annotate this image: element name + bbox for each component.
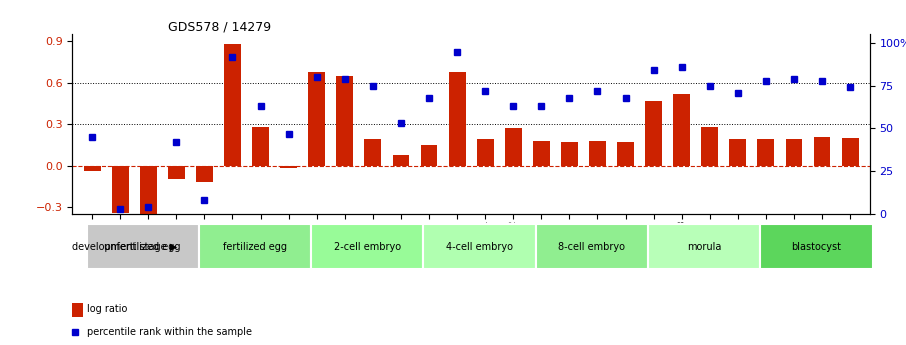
Bar: [617, 142, 634, 166]
FancyBboxPatch shape: [423, 224, 535, 269]
FancyBboxPatch shape: [198, 224, 311, 269]
Bar: [420, 145, 438, 166]
Bar: [645, 101, 662, 166]
FancyBboxPatch shape: [760, 224, 872, 269]
Text: 2-cell embryo: 2-cell embryo: [333, 242, 400, 252]
Bar: [280, 166, 297, 168]
Bar: [729, 139, 747, 166]
Text: development stage ▶: development stage ▶: [72, 242, 178, 252]
Bar: [814, 137, 831, 166]
Bar: [589, 141, 606, 166]
FancyBboxPatch shape: [648, 224, 760, 269]
Bar: [448, 72, 466, 166]
Bar: [140, 166, 157, 214]
Bar: [392, 155, 410, 166]
Bar: [786, 139, 803, 166]
Bar: [111, 166, 129, 213]
Bar: [336, 76, 353, 166]
Text: log ratio: log ratio: [87, 304, 127, 314]
Text: fertilized egg: fertilized egg: [223, 242, 287, 252]
Text: unfertilized egg: unfertilized egg: [104, 242, 181, 252]
Bar: [252, 127, 269, 166]
Text: blastocyst: blastocyst: [792, 242, 842, 252]
Bar: [224, 44, 241, 166]
Bar: [196, 166, 213, 182]
FancyBboxPatch shape: [311, 224, 423, 269]
Bar: [364, 139, 381, 166]
Text: GDS578 / 14279: GDS578 / 14279: [169, 20, 271, 33]
Text: 4-cell embryo: 4-cell embryo: [446, 242, 513, 252]
FancyBboxPatch shape: [86, 224, 198, 269]
Bar: [72, 303, 82, 317]
Bar: [757, 139, 775, 166]
Bar: [477, 139, 494, 166]
Bar: [533, 141, 550, 166]
Bar: [308, 72, 325, 166]
Bar: [842, 138, 859, 166]
FancyBboxPatch shape: [535, 224, 648, 269]
Text: morula: morula: [687, 242, 721, 252]
Bar: [673, 94, 690, 166]
Bar: [701, 127, 718, 166]
Bar: [168, 166, 185, 179]
Bar: [83, 166, 101, 171]
Text: 8-cell embryo: 8-cell embryo: [558, 242, 625, 252]
Bar: [561, 142, 578, 166]
Bar: [505, 128, 522, 166]
Text: percentile rank within the sample: percentile rank within the sample: [87, 327, 252, 337]
